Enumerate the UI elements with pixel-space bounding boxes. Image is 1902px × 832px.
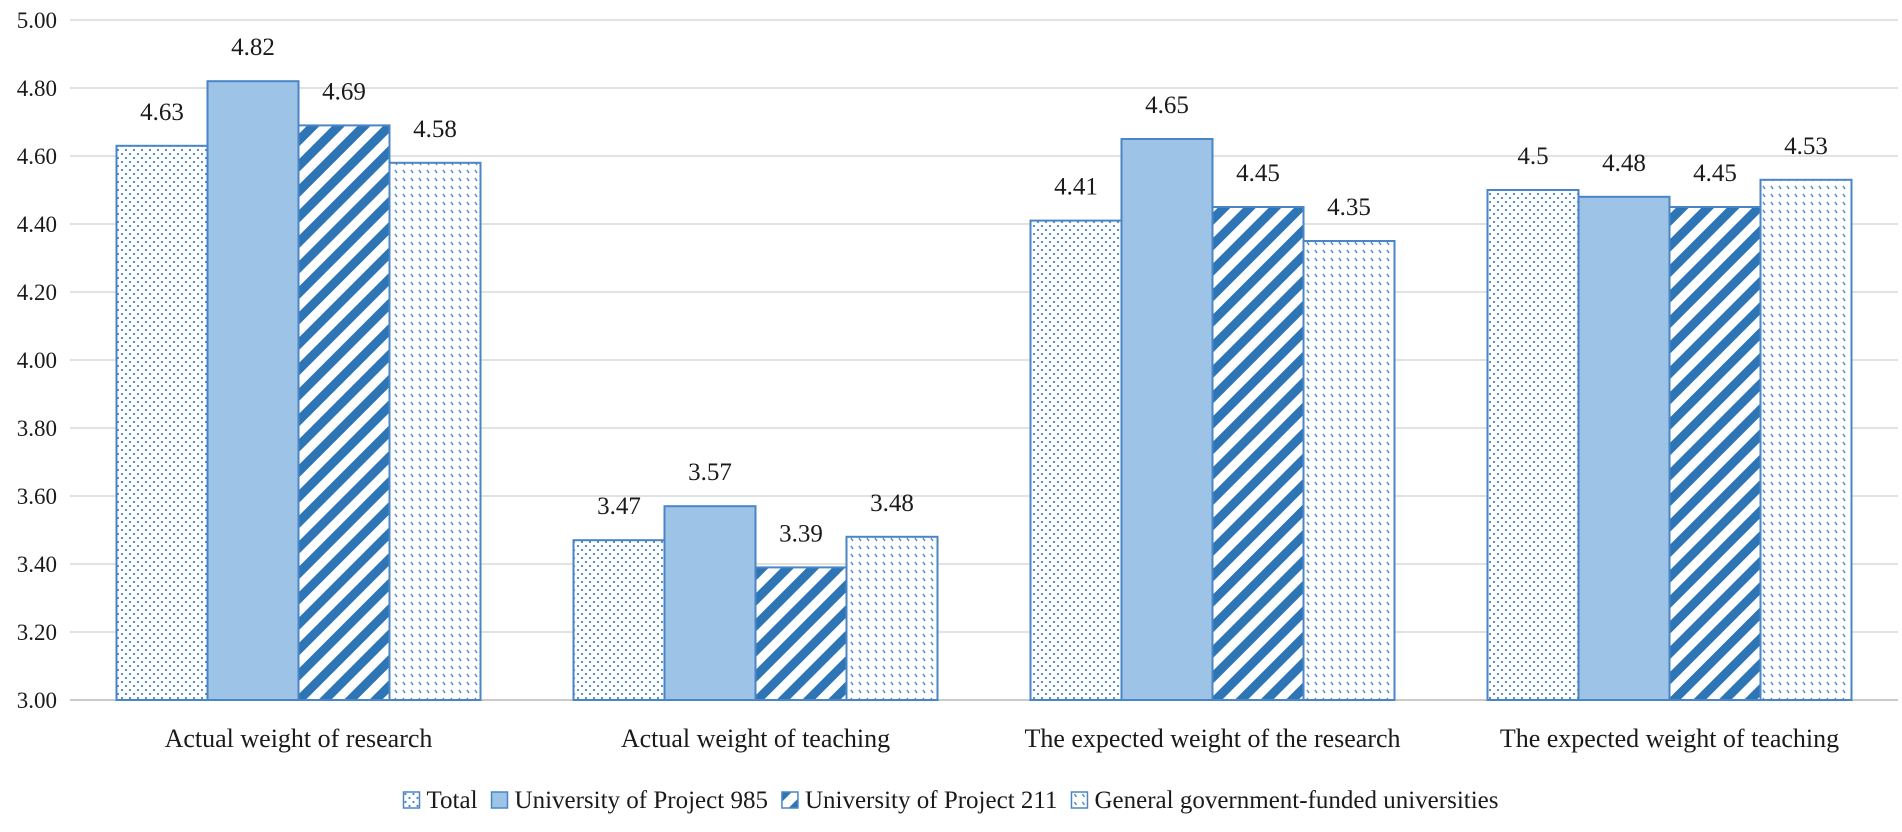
y-tick-label: 4.80 (17, 76, 57, 101)
bar (572, 539, 666, 702)
data-label: 4.45 (1693, 160, 1737, 187)
x-category-label: The expected weight of the research (1024, 724, 1400, 753)
bar (1211, 206, 1305, 701)
x-axis: Actual weight of research Actual weight o… (165, 724, 1840, 753)
bar (297, 124, 391, 701)
legend-label: General government-funded universities (1094, 787, 1498, 814)
legend-swatch (781, 791, 799, 809)
bar (754, 566, 848, 702)
y-tick-label: 4.60 (17, 144, 57, 169)
data-label: 4.35 (1327, 194, 1371, 221)
y-tick-label: 3.40 (17, 552, 57, 577)
bar (206, 80, 300, 701)
y-tick-label: 4.40 (17, 212, 57, 237)
legend-label: Total (427, 787, 478, 814)
x-category-label: Actual weight of teaching (621, 724, 890, 753)
data-labels: 4.63 4.82 4.69 4.58 3.47 3.57 3.39 3.48 4.41 4.65… (140, 34, 1828, 547)
data-label: 4.5 (1517, 143, 1548, 170)
data-label: 4.63 (140, 99, 184, 126)
data-label: 3.57 (688, 459, 732, 486)
data-label: 4.45 (1236, 160, 1280, 187)
bar (115, 144, 209, 702)
y-tick-label: 3.20 (17, 620, 57, 645)
legend-item: University of Project 211 (781, 787, 1058, 814)
data-label: 4.65 (1145, 92, 1189, 119)
data-label: 4.58 (413, 116, 457, 143)
data-label: 4.82 (231, 34, 275, 61)
data-label: 4.53 (1784, 133, 1828, 160)
legend-item: Total (402, 787, 478, 814)
bar (663, 505, 757, 702)
y-tick-label: 4.00 (17, 348, 57, 373)
bar (1668, 206, 1762, 701)
y-tick-label: 3.80 (17, 416, 57, 441)
data-label: 3.39 (779, 520, 823, 547)
bar (1120, 138, 1214, 701)
data-label: 4.69 (322, 78, 366, 105)
legend-item: University of Project 985 (490, 787, 768, 814)
legend-label: University of Project 211 (805, 787, 1058, 814)
legend-item: General government-funded universities (1070, 787, 1499, 814)
legend-swatch (490, 791, 509, 809)
legend-swatch (402, 791, 421, 809)
bar (1029, 219, 1123, 701)
bar (1577, 195, 1671, 702)
legend-label: University of Project 985 (515, 787, 768, 814)
bar (845, 535, 939, 701)
data-label: 4.41 (1054, 174, 1098, 201)
y-tick-label: 4.20 (17, 280, 57, 305)
x-category-label: The expected weight of teaching (1500, 724, 1839, 753)
bars (115, 80, 1853, 702)
data-label: 3.47 (597, 493, 641, 520)
legend-swatch (1070, 791, 1089, 809)
x-category-label: Actual weight of research (165, 724, 433, 753)
bar (1759, 178, 1853, 702)
bar (388, 161, 482, 702)
y-tick-label: 3.60 (17, 484, 57, 509)
data-label: 4.48 (1602, 150, 1646, 177)
data-label: 3.48 (870, 490, 914, 517)
bar (1486, 189, 1580, 701)
y-tick-label: 3.00 (17, 688, 57, 713)
bar (1302, 240, 1396, 701)
legend: Total University of Project 985 University… (402, 787, 1499, 814)
y-tick-label: 5.00 (17, 8, 57, 33)
